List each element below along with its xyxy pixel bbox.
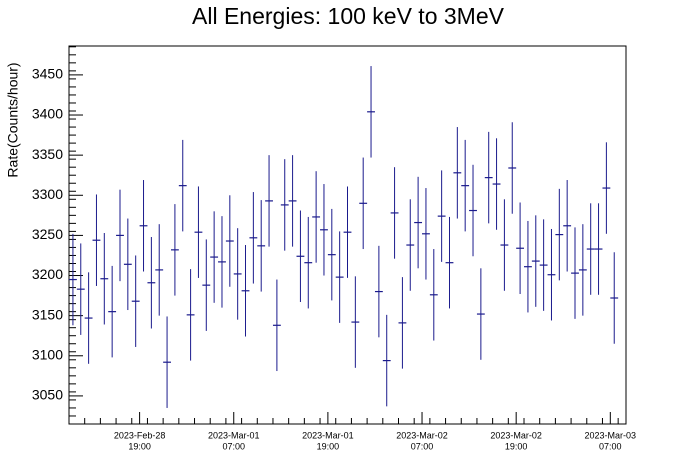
- x-tick-label: 19:00: [128, 441, 151, 451]
- x-tick-label: 07:00: [222, 441, 245, 451]
- y-tick-label: 3450: [32, 66, 63, 82]
- x-tick-label: 07:00: [599, 441, 622, 451]
- x-tick-label: 2023-Mar-03: [585, 430, 637, 440]
- x-tick-label: 2023-Mar-01: [208, 430, 260, 440]
- x-tick-label: 19:00: [505, 441, 528, 451]
- y-tick-label: 3200: [32, 266, 63, 282]
- x-tick-label: 2023-Mar-01: [302, 430, 354, 440]
- y-tick-label: 3350: [32, 146, 63, 162]
- y-tick-label: 3300: [32, 186, 63, 202]
- y-tick-label: 3100: [32, 346, 63, 362]
- y-tick-label: 3150: [32, 306, 63, 322]
- x-tick-label: 2023-Mar-02: [490, 430, 542, 440]
- y-tick-label: 3050: [32, 387, 63, 403]
- chart-title: All Energies: 100 keV to 3MeV: [192, 3, 505, 29]
- x-tick-label: 2023-Feb-28: [114, 430, 166, 440]
- y-tick-label: 3400: [32, 106, 63, 122]
- x-tick-label: 19:00: [317, 441, 340, 451]
- y-tick-label: 3250: [32, 226, 63, 242]
- x-tick-label: 2023-Mar-02: [396, 430, 448, 440]
- y-axis-label: Rate(Counts/hour): [5, 62, 21, 177]
- x-tick-label: 07:00: [411, 441, 434, 451]
